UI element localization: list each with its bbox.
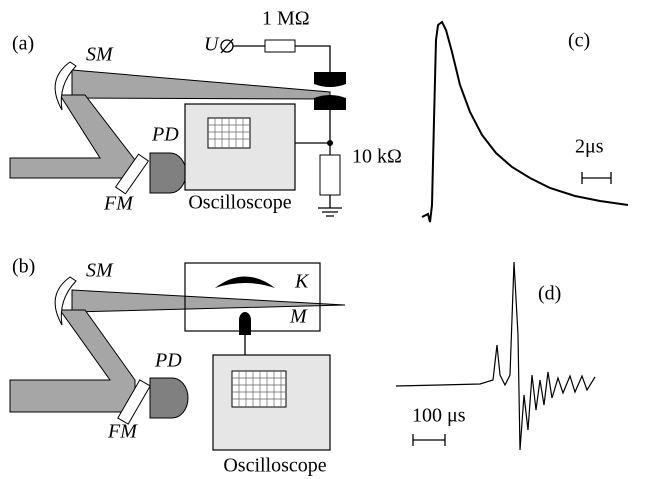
node <box>327 140 333 146</box>
detector <box>149 377 189 419</box>
panel-a: (a) SM PD FM Oscilloscope U 1 MΩ 10 kΩ <box>9 8 402 217</box>
scale-bar <box>581 172 612 184</box>
wire <box>295 110 331 208</box>
screen <box>231 370 287 408</box>
resistor-label: 10 kΩ <box>352 146 402 168</box>
mirror-label: SM <box>86 44 114 66</box>
detector <box>149 152 187 194</box>
electrode <box>314 95 346 110</box>
beam <box>71 289 346 313</box>
screen-grid <box>208 118 250 148</box>
panel-c: (c) 2μs <box>421 20 629 223</box>
electrode-k-label: K <box>294 271 310 293</box>
scope-label: Oscilloscope <box>223 455 326 477</box>
filter-label: FM <box>107 421 138 443</box>
ground <box>318 207 342 217</box>
terminal <box>220 38 234 54</box>
electrode <box>314 72 346 87</box>
signal-trace <box>395 261 596 451</box>
resistor <box>319 154 341 196</box>
panel-d: (d) 100 μs <box>395 261 596 451</box>
chamber <box>184 262 321 332</box>
scale-bar <box>412 434 446 446</box>
beam <box>9 94 136 179</box>
signal-trace <box>421 20 629 223</box>
screen-grid <box>232 371 286 407</box>
voltage-label: U <box>204 34 220 56</box>
panel-label: (d) <box>538 283 561 305</box>
panel-label: (b) <box>12 256 35 278</box>
electrode-m-label: M <box>289 306 308 328</box>
scope-label: Oscilloscope <box>188 192 291 214</box>
filter <box>114 153 150 195</box>
panel-label: (c) <box>568 30 590 52</box>
scale-label: 2μs <box>575 136 604 158</box>
electrode-m <box>239 312 251 335</box>
panel-b: (b) SM PD FM K M Oscilloscope <box>9 256 346 477</box>
resistor-label: 1 MΩ <box>262 8 310 30</box>
mirror-label: SM <box>86 260 114 282</box>
resistor <box>264 39 296 53</box>
filter <box>117 379 151 425</box>
detector-label: PD <box>151 124 179 146</box>
electrode-k <box>215 276 275 288</box>
filter-label: FM <box>103 193 134 215</box>
panel-label: (a) <box>12 33 34 55</box>
scale-label: 100 μs <box>412 405 466 427</box>
mirror <box>54 276 77 326</box>
beam <box>9 309 136 413</box>
wire <box>233 45 331 72</box>
detector-label: PD <box>154 350 182 372</box>
mirror <box>54 61 77 111</box>
beam <box>71 69 331 100</box>
